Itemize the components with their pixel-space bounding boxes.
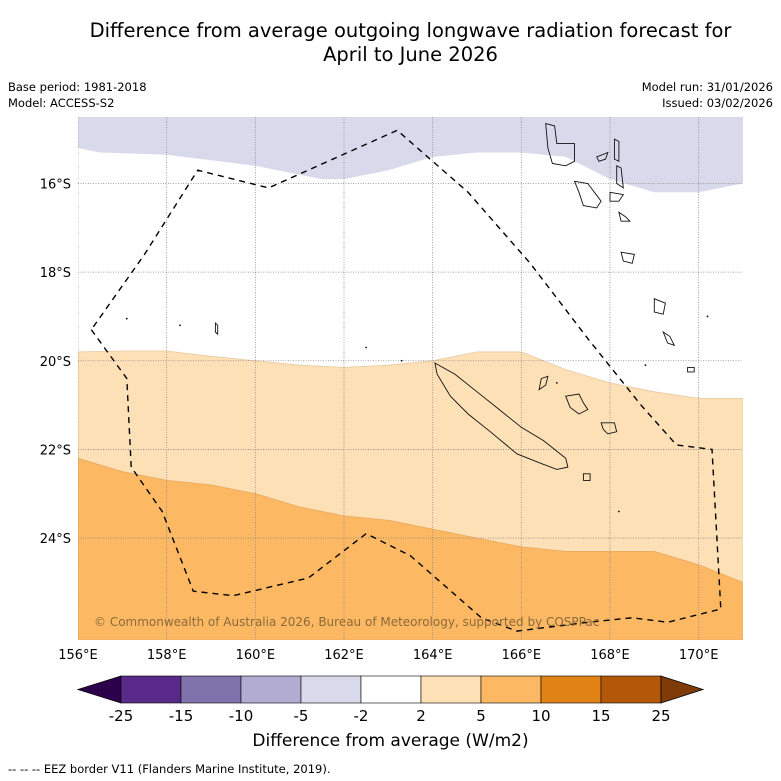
island-outline <box>600 422 618 435</box>
x-tick-label: 170°E <box>679 648 719 663</box>
colorbar-extend-high <box>660 675 705 704</box>
island-outline <box>620 251 635 264</box>
colorbar-tick-labels: -25 -15 -10 -5 -2 2 5 10 15 25 <box>109 707 671 725</box>
y-tick-label: 22°S <box>40 443 71 458</box>
island-outline <box>434 362 569 470</box>
island-outline <box>596 151 609 162</box>
x-tick-label: 166°E <box>502 648 542 663</box>
copyright-notice: © Commonwealth of Australia 2026, Bureau… <box>94 615 599 629</box>
colorbar <box>76 675 705 704</box>
field-neg5-neg2 <box>78 117 743 193</box>
islet <box>706 315 709 318</box>
colorbar-tick-label: 15 <box>591 707 610 725</box>
x-tick-labels: 156°E 158°E 160°E 162°E 164°E 166°E 168°E 170°E <box>58 648 718 663</box>
eez-border <box>90 129 722 632</box>
meta-right: Model run: 31/01/2026 Issued: 03/02/2026 <box>642 79 773 111</box>
x-tick-label: 168°E <box>590 648 630 663</box>
colorbar-tick-label: -5 <box>294 707 309 725</box>
colorbar-tick-label: -2 <box>354 707 369 725</box>
colorbar-segment <box>420 675 482 704</box>
island-outline <box>613 138 620 163</box>
x-tick-label: 160°E <box>236 648 276 663</box>
map-title: Difference from average outgoing longwav… <box>0 19 781 67</box>
island-outline <box>573 180 602 209</box>
colorbar-segment <box>120 675 182 704</box>
islet <box>400 359 403 362</box>
anomaly-fields <box>78 117 743 640</box>
map-title-line1: Difference from average outgoing longwav… <box>89 19 732 42</box>
colorbar-segment <box>540 675 602 704</box>
y-tick-label: 16°S <box>40 177 71 192</box>
x-tick-label: 156°E <box>58 648 98 663</box>
islet <box>617 510 620 513</box>
island-outline <box>582 473 591 481</box>
colorbar-tick-label: 25 <box>651 707 670 725</box>
islet <box>125 317 128 320</box>
island-outline <box>565 393 589 415</box>
island-outline <box>609 191 625 202</box>
island-outline <box>662 330 676 347</box>
islet <box>179 324 181 327</box>
colorbar-tick-label: 10 <box>531 707 550 725</box>
y-tick-label: 20°S <box>40 355 71 370</box>
island-outline <box>618 211 631 222</box>
graticule <box>78 117 743 640</box>
colorbar-tick-label: -15 <box>169 707 194 725</box>
colorbar-tick-label: 5 <box>476 707 486 725</box>
colorbar-segment <box>480 675 542 704</box>
model-name: Model: ACCESS-S2 <box>8 96 115 110</box>
island-outline <box>653 298 666 315</box>
island-outline <box>214 322 219 336</box>
map-title-line2: April to June 2026 <box>323 43 498 66</box>
colorbar-title: Difference from average (W/m2) <box>252 731 529 751</box>
colorbar-segment <box>180 675 242 704</box>
colorbar-tick-label: 2 <box>416 707 426 725</box>
islet <box>555 382 558 384</box>
y-tick-label: 24°S <box>40 532 71 547</box>
island-outline <box>616 165 624 189</box>
coastlines <box>125 123 709 513</box>
colorbar-segment <box>600 675 662 704</box>
eez-legend-note: -- -- -- EEZ border V11 (Flanders Marine… <box>8 762 331 776</box>
colorbar-segment <box>240 675 302 704</box>
island-outline <box>687 366 695 373</box>
meta-left: Base period: 1981-2018 Model: ACCESS-S2 <box>8 79 147 111</box>
model-run: Model run: 31/01/2026 <box>641 80 773 94</box>
colorbar-segment <box>360 675 422 704</box>
islet <box>644 364 647 367</box>
islet <box>365 346 368 349</box>
issued-date: Issued: 03/02/2026 <box>662 96 773 110</box>
y-tick-labels: 16°S 18°S 20°S 22°S 24°S <box>40 177 71 547</box>
island-outline <box>538 375 549 391</box>
base-period: Base period: 1981-2018 <box>8 80 147 94</box>
x-tick-label: 162°E <box>324 648 364 663</box>
colorbar-extend-low <box>76 675 122 704</box>
colorbar-tick-label: -25 <box>109 707 134 725</box>
x-tick-label: 164°E <box>413 648 453 663</box>
y-tick-label: 18°S <box>40 266 71 281</box>
colorbar-tick-label: -10 <box>229 707 254 725</box>
x-tick-label: 158°E <box>147 648 187 663</box>
field-5-10 <box>78 457 743 640</box>
eez-border-line <box>90 129 722 632</box>
colorbar-segment <box>300 675 362 704</box>
island-outline <box>545 123 575 167</box>
